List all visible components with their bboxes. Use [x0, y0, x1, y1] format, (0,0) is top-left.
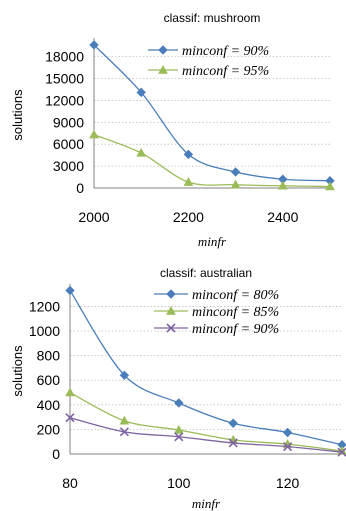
legend-entry: minconf = 80% [154, 288, 279, 303]
data-point [136, 87, 146, 98]
x-tick-label: 2200 [173, 209, 204, 225]
y-tick-label: 1000 [29, 323, 60, 339]
y-axis-label: solutions [10, 89, 25, 141]
chart-2: classif: australian 0 200 400 600 800 1000 1200… [10, 266, 346, 511]
legend-label: minconf = 90% [192, 322, 279, 337]
y-tick-label: 400 [37, 397, 61, 413]
series-1 [89, 40, 335, 186]
legend-label: minconf = 95% [182, 64, 269, 79]
chart-title: classif: australian [160, 266, 252, 280]
chart-title: classif: mushroom [164, 11, 261, 25]
y-axis-label: solutions [10, 345, 25, 397]
series-line [69, 391, 343, 452]
data-point [230, 167, 241, 177]
y-tick-label: 800 [37, 348, 61, 364]
data-point [173, 424, 184, 434]
y-tick-label: 0 [76, 180, 84, 196]
series-3 [65, 413, 346, 457]
data-point [119, 370, 130, 381]
data-point [136, 147, 147, 157]
data-point [183, 149, 194, 160]
data-point [65, 285, 75, 296]
x-tick-label: 120 [276, 475, 300, 491]
data-point [65, 413, 75, 423]
data-point [337, 447, 346, 457]
x-axis-label: minfr [192, 496, 221, 511]
series-2 [89, 129, 335, 191]
data-point [119, 427, 129, 437]
x-axis-label: minfr [198, 234, 227, 249]
y-tick-label: 600 [37, 372, 61, 388]
y-tick-label: 200 [37, 421, 61, 437]
series-1 [65, 285, 346, 450]
legend-label: minconf = 80% [192, 288, 279, 303]
data-point [183, 177, 194, 186]
data-point [174, 432, 184, 442]
data-point [166, 323, 176, 333]
x-tick-label: 80 [62, 475, 78, 491]
x-tick-label: 2000 [78, 209, 109, 225]
data-point [283, 442, 293, 452]
legend-label: minconf = 85% [192, 305, 279, 320]
x-tick-label: 2400 [267, 209, 298, 225]
y-tick-label: 9000 [53, 114, 84, 130]
data-point [277, 180, 288, 190]
data-point [174, 398, 184, 408]
legend-entry: minconf = 95% [148, 64, 269, 79]
y-tick-label: 12000 [45, 92, 84, 108]
data-point [228, 418, 238, 428]
x-tick-label: 100 [167, 475, 191, 491]
data-point [89, 40, 99, 50]
data-point [230, 179, 241, 189]
data-point [166, 305, 176, 315]
series-2 [65, 387, 346, 455]
y-tick-label: 0 [52, 446, 60, 462]
legend-entry: minconf = 90% [154, 322, 279, 337]
y-tick-label: 6000 [53, 136, 84, 152]
y-tick-label: 1200 [29, 298, 60, 314]
series-line [93, 134, 331, 188]
legend-label: minconf = 90% [182, 44, 269, 59]
data-point [89, 129, 99, 139]
chart-1: classif: mushroom 0 3000 6000 9000 12000 15000… [10, 11, 335, 249]
series-line [69, 417, 343, 453]
data-point [158, 45, 168, 55]
data-point [158, 64, 168, 74]
y-tick-label: 18000 [45, 49, 84, 65]
legend-entry: minconf = 90% [148, 44, 269, 59]
y-tick-label: 3000 [53, 158, 84, 174]
data-point [228, 438, 238, 448]
data-point [282, 427, 293, 438]
legend-entry: minconf = 85% [154, 305, 279, 320]
data-point [325, 181, 335, 191]
data-point [166, 289, 176, 299]
y-tick-label: 15000 [45, 71, 84, 87]
data-point [119, 415, 130, 425]
data-point [65, 387, 75, 397]
